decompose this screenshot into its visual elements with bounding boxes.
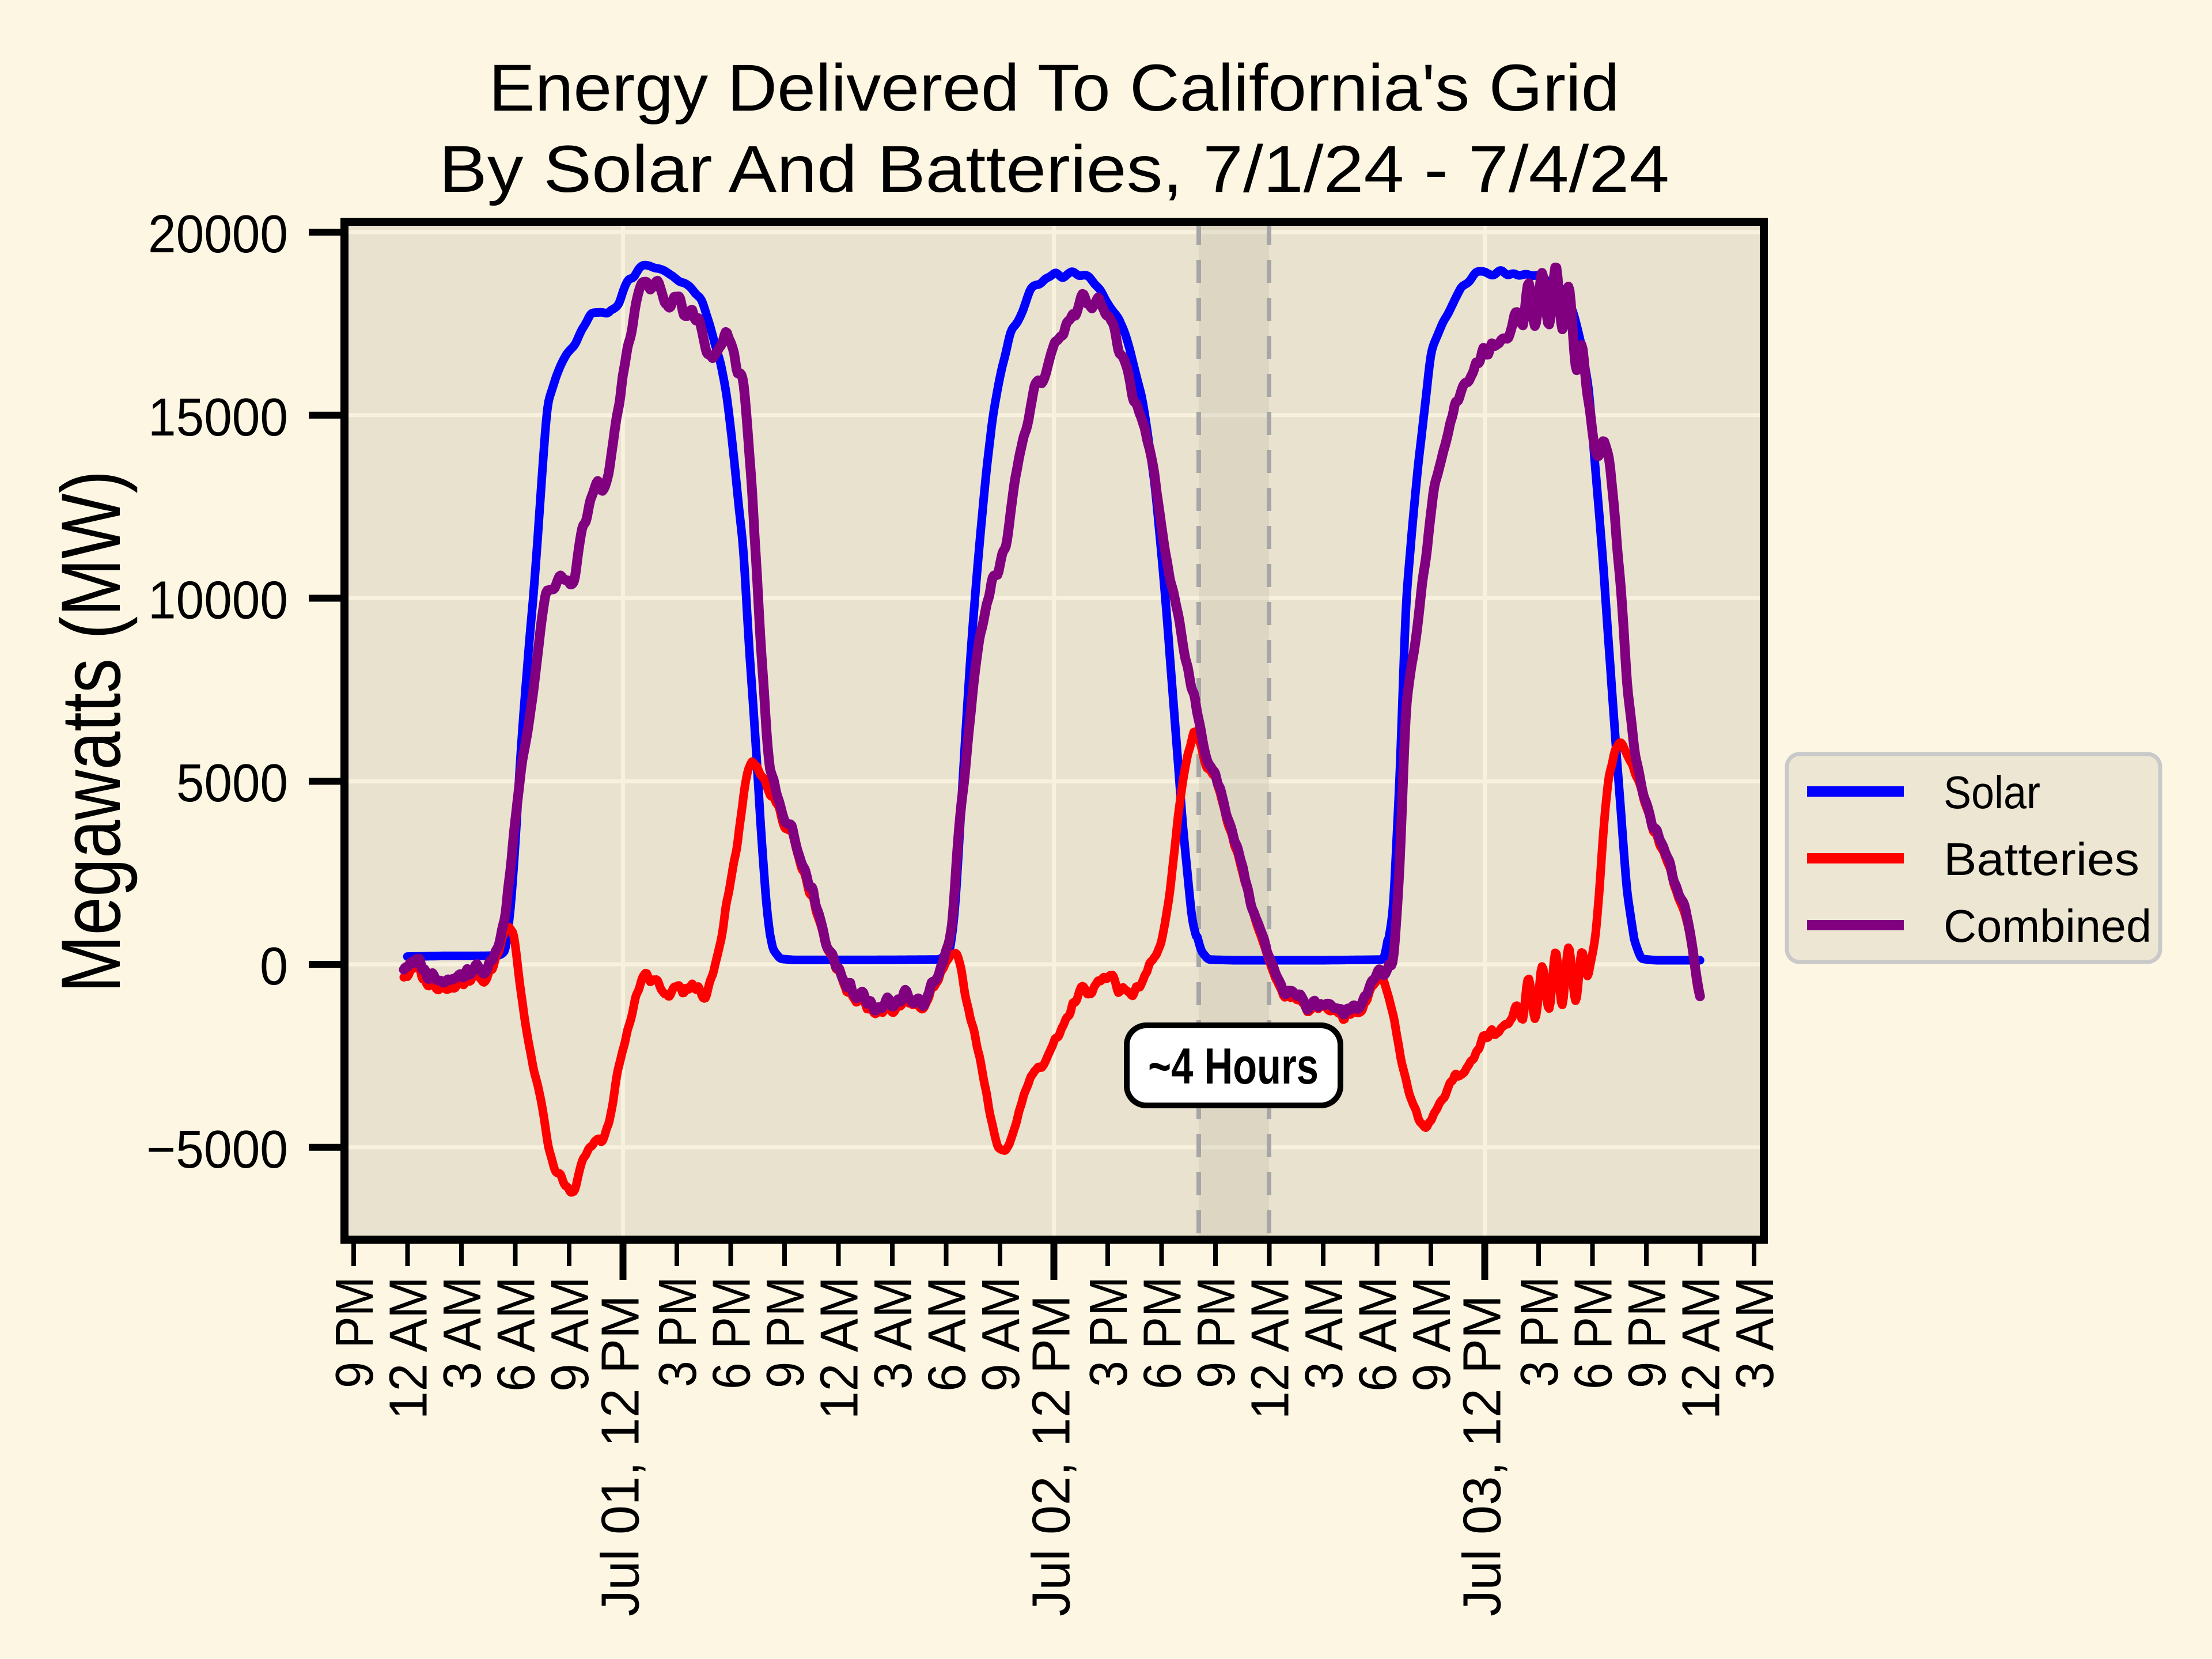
svg-text:12 AM: 12 AM bbox=[1240, 1277, 1300, 1419]
svg-text:3 AM: 3 AM bbox=[432, 1277, 492, 1389]
svg-text:By Solar And Batteries, 7/1/24: By Solar And Batteries, 7/1/24 - 7/4/24 bbox=[439, 132, 1669, 206]
svg-text:3 PM: 3 PM bbox=[1078, 1277, 1138, 1387]
svg-text:−5000: −5000 bbox=[146, 1119, 288, 1179]
svg-text:9 PM: 9 PM bbox=[1617, 1277, 1677, 1388]
svg-text:~4 Hours: ~4 Hours bbox=[1148, 1037, 1319, 1094]
svg-text:Energy Delivered To California: Energy Delivered To California's Grid bbox=[489, 51, 1620, 125]
svg-text:Megawatts (MW): Megawatts (MW) bbox=[44, 471, 138, 993]
svg-text:3 PM: 3 PM bbox=[647, 1277, 707, 1387]
svg-text:3 AM: 3 AM bbox=[1725, 1277, 1785, 1389]
svg-text:6 AM: 6 AM bbox=[917, 1277, 977, 1392]
svg-text:6 PM: 6 PM bbox=[702, 1277, 762, 1389]
svg-text:9 PM: 9 PM bbox=[755, 1277, 815, 1388]
svg-text:9 PM: 9 PM bbox=[1186, 1277, 1246, 1388]
svg-text:20000: 20000 bbox=[148, 204, 288, 264]
svg-text:9 PM: 9 PM bbox=[324, 1277, 384, 1388]
svg-text:6 AM: 6 AM bbox=[1348, 1277, 1408, 1392]
svg-text:Batteries: Batteries bbox=[1944, 834, 2139, 885]
svg-text:Jul 01, 12 PM: Jul 01, 12 PM bbox=[590, 1295, 650, 1616]
svg-text:6 AM: 6 AM bbox=[486, 1277, 546, 1392]
svg-text:5000: 5000 bbox=[176, 753, 288, 813]
svg-text:9 AM: 9 AM bbox=[540, 1277, 600, 1392]
svg-text:10000: 10000 bbox=[148, 570, 288, 630]
svg-text:Jul 02, 12 PM: Jul 02, 12 PM bbox=[1021, 1295, 1081, 1616]
svg-text:15000: 15000 bbox=[148, 387, 288, 447]
svg-text:6 PM: 6 PM bbox=[1132, 1277, 1192, 1389]
svg-text:6 PM: 6 PM bbox=[1563, 1277, 1623, 1389]
svg-text:12 AM: 12 AM bbox=[378, 1277, 438, 1419]
svg-text:0: 0 bbox=[260, 936, 288, 996]
svg-text:Jul 03, 12 PM: Jul 03, 12 PM bbox=[1452, 1295, 1512, 1616]
svg-text:9 AM: 9 AM bbox=[1402, 1277, 1461, 1392]
svg-text:3 AM: 3 AM bbox=[863, 1277, 923, 1389]
svg-text:Solar: Solar bbox=[1944, 767, 2040, 818]
svg-text:12 AM: 12 AM bbox=[809, 1277, 869, 1419]
svg-text:3 AM: 3 AM bbox=[1294, 1277, 1354, 1389]
svg-text:9 AM: 9 AM bbox=[971, 1277, 1031, 1392]
svg-text:12 AM: 12 AM bbox=[1671, 1277, 1731, 1419]
svg-text:3 PM: 3 PM bbox=[1509, 1277, 1569, 1387]
svg-text:Combined: Combined bbox=[1944, 900, 2152, 952]
